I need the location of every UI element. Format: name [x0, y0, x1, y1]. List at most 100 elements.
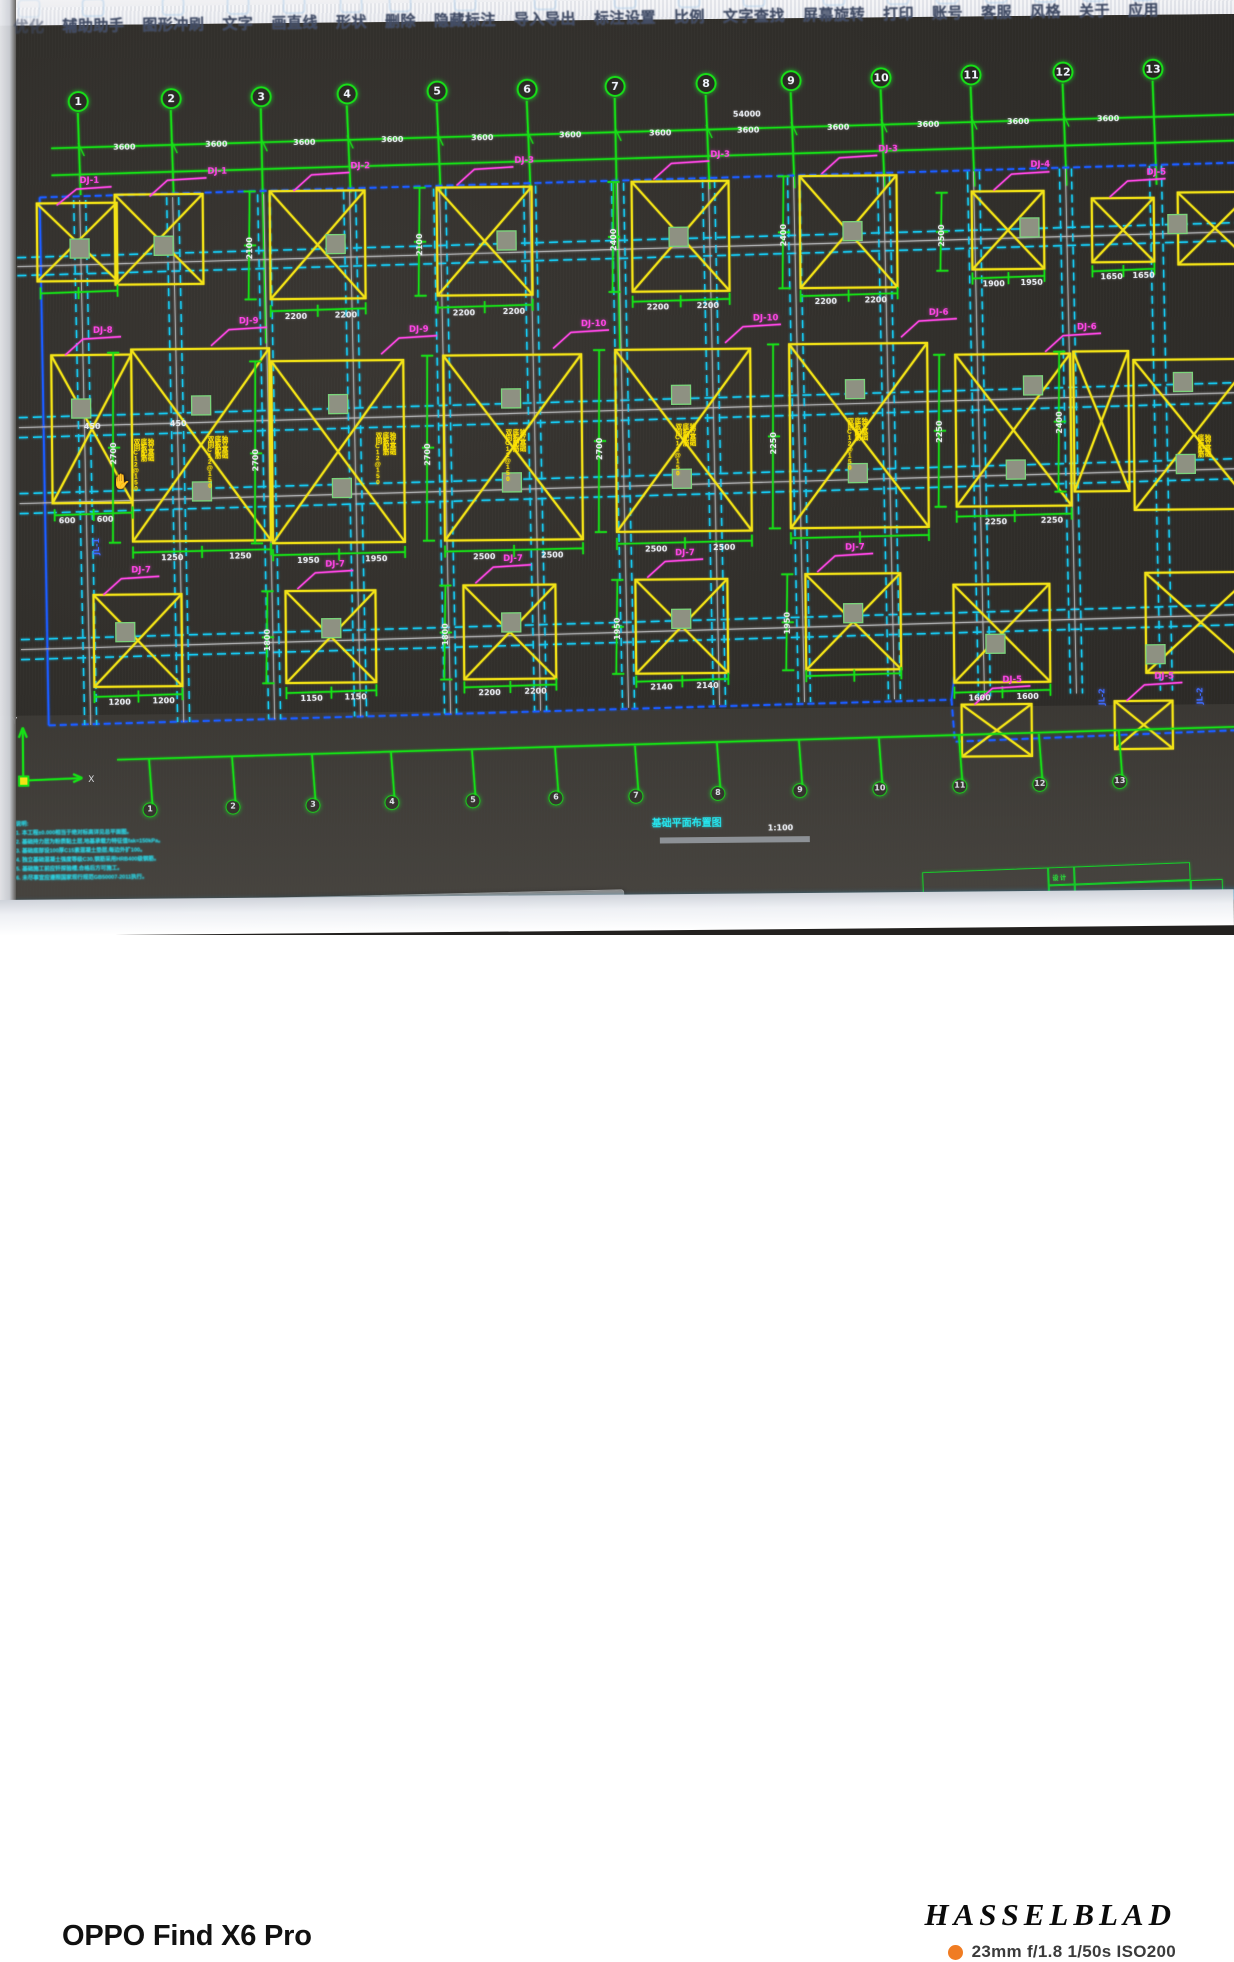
- dimension-text: 2200: [524, 688, 546, 696]
- dimension-text: 3600: [737, 127, 759, 135]
- grid-bubble: 2: [225, 800, 240, 815]
- toolbar-item-label: 辅助助手: [62, 17, 124, 35]
- refresh-icon: [162, 0, 184, 16]
- toolbar-item-optimize[interactable]: 优化: [4, 0, 54, 37]
- assistant-icon: [82, 0, 104, 17]
- grid-bubble: 12: [1032, 777, 1047, 792]
- dimension-text: 1950: [365, 555, 387, 563]
- scale-icon: [678, 0, 700, 8]
- toolbar-item-apps[interactable]: 应用: [1119, 0, 1169, 20]
- footing-annotation: 独立基础底板配筋: [1196, 434, 1210, 456]
- dimension-text: 2500: [645, 545, 667, 553]
- dimension-text: 1950: [784, 612, 792, 634]
- cad-canvas[interactable]: Y X 1 2 3 4 5 6 7 8 9 10 11 12 13 1 2: [0, 14, 1234, 906]
- toolbar-item-about[interactable]: 关于: [1070, 0, 1120, 21]
- dimension-text: 450: [84, 423, 101, 431]
- toolbar-item-annotation-settings[interactable]: 标注设置: [585, 0, 666, 28]
- grid-bubble: 11: [952, 779, 967, 794]
- footing-tag: DJ-9: [239, 317, 259, 326]
- dimension-text: 2400: [780, 224, 788, 246]
- dimension-text: 2140: [696, 682, 718, 690]
- toolbar-item-label: 风格: [1030, 3, 1061, 20]
- dimension-text: 2200: [285, 313, 307, 321]
- dimension-text: 2250: [1041, 517, 1063, 525]
- grid-bubble: 12: [1052, 62, 1073, 83]
- dimension-text: 2200: [697, 302, 719, 310]
- toolbar-item-label: 比例: [674, 9, 705, 26]
- toolbar-item-shape[interactable]: 形状: [327, 0, 377, 32]
- dimension-text: 1800: [442, 623, 450, 645]
- toolbar-item-account[interactable]: 账号: [923, 0, 973, 23]
- grid-bubble: 11: [960, 64, 981, 85]
- footing-tag: DJ-5: [1002, 676, 1022, 685]
- grid-bubble: 8: [710, 786, 725, 801]
- toolbar-item-hide-annotation[interactable]: 隐藏标注: [425, 0, 506, 31]
- footing-tag: DJ-6: [929, 309, 949, 318]
- footing-tag: DJ-7: [131, 566, 151, 575]
- toolbar-item-line[interactable]: 画直线: [262, 0, 327, 33]
- toolbar-item-label: 应用: [1128, 2, 1159, 19]
- dimension-text: 2200: [815, 298, 837, 306]
- dimension-text: 1650: [1100, 273, 1122, 281]
- footing-tag: DJ-7: [675, 549, 695, 558]
- footing-tag: DJ-2: [350, 162, 370, 171]
- grid-bubble: 3: [251, 86, 272, 107]
- dimension-text: 3600: [827, 124, 849, 132]
- dimension-text: 1950: [297, 557, 319, 565]
- toolbar-item-rotate-screen[interactable]: 屏幕旋转: [794, 0, 875, 25]
- dimension-text: 1250: [161, 554, 183, 562]
- toolbar-item-style[interactable]: 风格: [1021, 0, 1071, 22]
- footing-tag: DJ-8: [93, 327, 113, 336]
- toolbar-item-label: 关于: [1079, 3, 1110, 20]
- print-icon: [887, 0, 909, 5]
- footing-annotation: 独立基础底板配筋双向C12@150: [374, 432, 396, 485]
- grid-bubble: 10: [870, 67, 891, 88]
- drawing-vectors: Y X: [0, 14, 1234, 906]
- toolbar-item-label: 客服: [981, 4, 1012, 21]
- toolbar-item-label: 图形冲刷: [142, 16, 204, 34]
- dimension-text: 1600: [968, 694, 990, 702]
- dimension-text: 1200: [108, 699, 130, 707]
- text-icon: [227, 0, 249, 15]
- toolbar-item-label: 文字查找: [723, 7, 785, 25]
- dimension-text: 1200: [152, 697, 174, 705]
- support-icon: [985, 0, 1007, 3]
- footing-tag: DJ-9: [409, 326, 429, 335]
- dimension-text: 2200: [865, 296, 887, 304]
- dimension-text: 3600: [649, 129, 671, 137]
- grid-bubble: 7: [628, 789, 643, 804]
- toolbar-item-scale[interactable]: 比例: [665, 0, 715, 27]
- toolbar-item-label: 屏幕旋转: [803, 6, 865, 24]
- grid-bubble: 8: [695, 73, 716, 94]
- toolbar-item-delete[interactable]: 删除: [376, 0, 426, 31]
- toolbar-item-support[interactable]: 客服: [972, 0, 1022, 23]
- toolbar-item-label: 优化: [13, 18, 44, 35]
- toolbar-item-label: 文字: [222, 15, 253, 32]
- import-export-icon: [534, 0, 556, 10]
- annotation-settings-icon: [614, 0, 636, 9]
- dimension-text: 600: [97, 516, 114, 524]
- grid-bubble: 7: [605, 76, 626, 97]
- toolbar-item-text[interactable]: 文字: [213, 0, 263, 34]
- grid-bubble: 13: [1112, 774, 1127, 789]
- dimension-text: 1150: [300, 695, 322, 703]
- toolbar-item-find-text[interactable]: 文字查找: [714, 0, 795, 26]
- toolbar-item-label: 导入导出: [514, 10, 576, 28]
- grid-bubble: 6: [548, 790, 563, 805]
- dimension-text: 2700: [596, 438, 604, 460]
- grid-bubble: 1: [142, 802, 157, 817]
- dimension-text: 2100: [246, 237, 254, 259]
- toolbar-item-import-export[interactable]: 导入导出: [505, 0, 586, 30]
- footing-tag: DJ-6: [1077, 323, 1097, 332]
- exif-text: 23mm f/1.8 1/50s ISO200: [972, 1942, 1176, 1962]
- grid-bubble: 6: [517, 79, 538, 100]
- toolbar-item-assistant[interactable]: 辅助助手: [53, 0, 134, 36]
- dimension-text: 1600: [1016, 693, 1038, 701]
- dimension-text: 3600: [559, 131, 581, 139]
- toolbar-item-label: 打印: [883, 5, 914, 22]
- toolbar-item-print[interactable]: 打印: [874, 0, 924, 24]
- notes-block: 说明: 1. 本工程±0.000相当于绝对标高详见总平面图。 2. 基础持力层为…: [16, 818, 247, 883]
- toolbar-item-label: 画直线: [271, 14, 318, 32]
- toolbar-item-refresh[interactable]: 图形冲刷: [133, 0, 214, 35]
- dimension-text: 3600: [113, 144, 135, 152]
